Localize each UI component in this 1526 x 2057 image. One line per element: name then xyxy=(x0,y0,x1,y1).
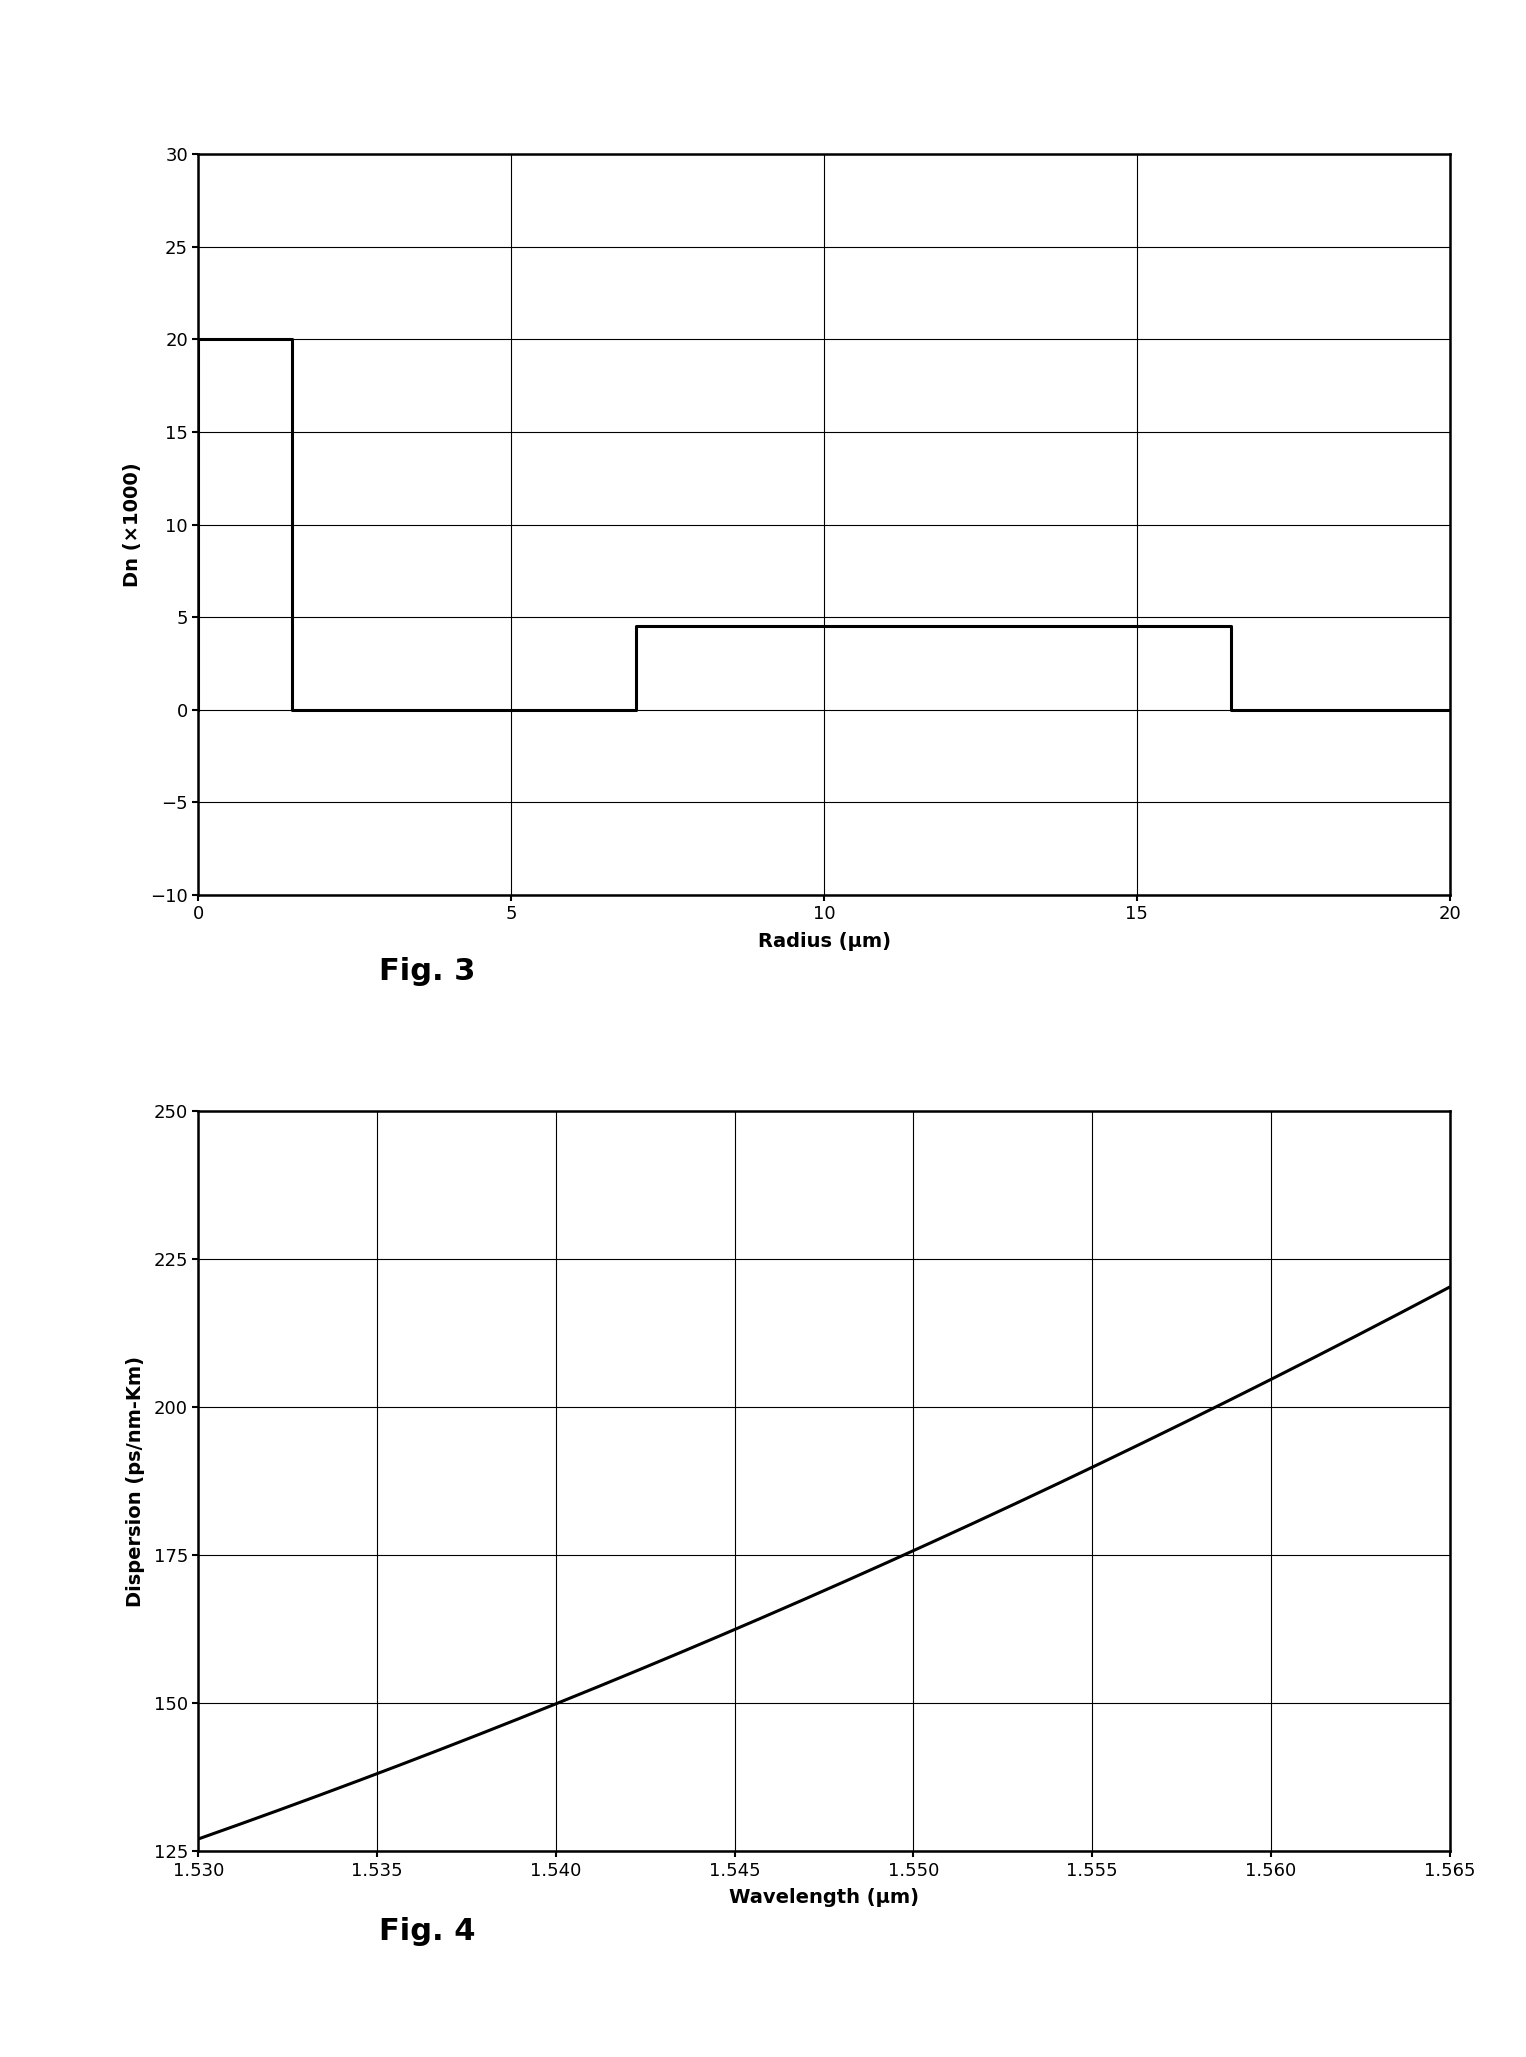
Y-axis label: Dispersion (ps/nm-Km): Dispersion (ps/nm-Km) xyxy=(127,1356,145,1607)
X-axis label: Radius (μm): Radius (μm) xyxy=(757,932,891,950)
Text: Fig. 4: Fig. 4 xyxy=(378,1917,476,1946)
X-axis label: Wavelength (μm): Wavelength (μm) xyxy=(729,1888,919,1907)
Y-axis label: Dn (×1000): Dn (×1000) xyxy=(124,463,142,586)
Text: Fig. 3: Fig. 3 xyxy=(378,957,476,985)
